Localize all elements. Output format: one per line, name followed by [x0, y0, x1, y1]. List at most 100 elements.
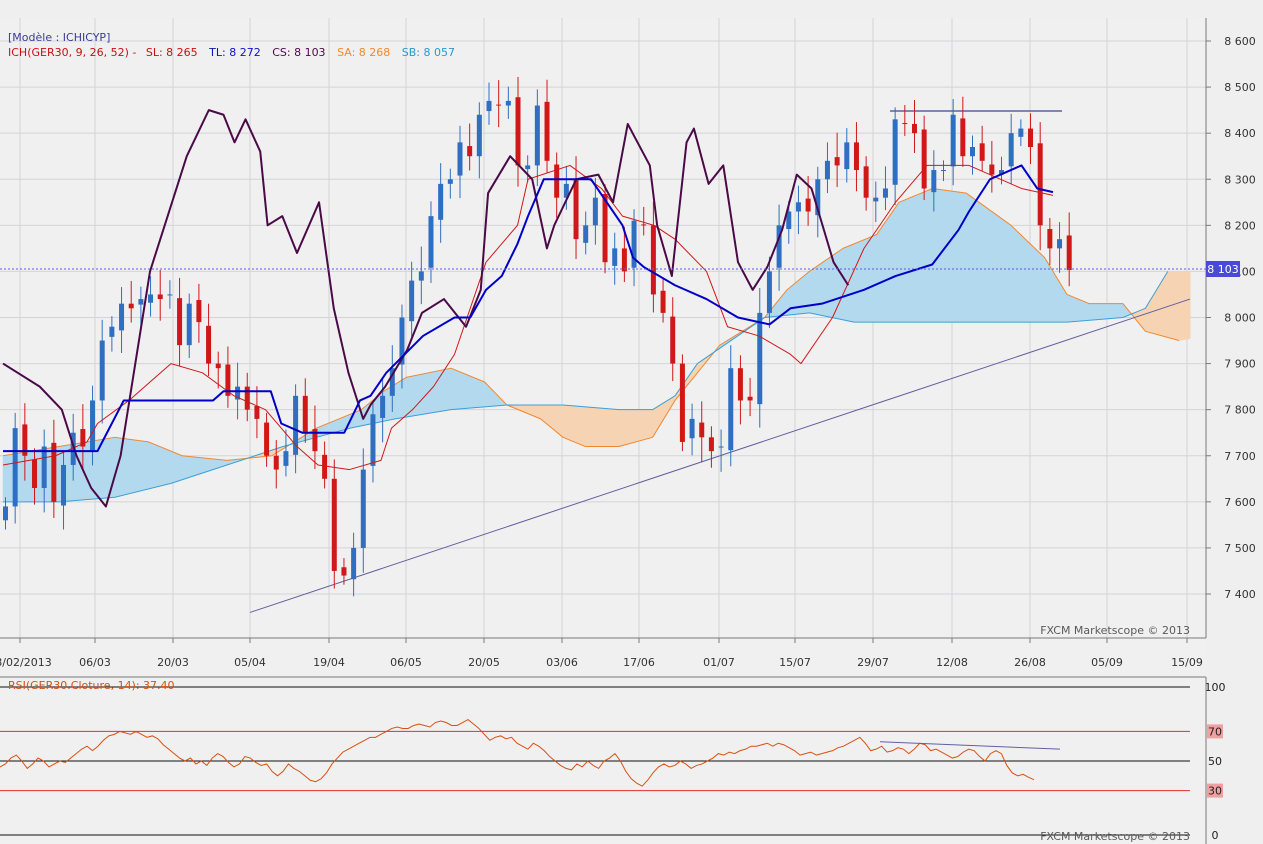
candle-body [1066, 235, 1072, 271]
candle [554, 152, 560, 218]
ich-label: ICH(GER30, 9, 26, 52) - [8, 46, 136, 59]
candle-body [757, 312, 763, 405]
y-tick-label: 7 600 [1224, 496, 1256, 509]
sl-label: SL: 8 265 [146, 46, 198, 59]
price-plot-area [0, 18, 1206, 638]
cloud-segment [36, 449, 43, 503]
candle [660, 277, 666, 323]
candle-body [476, 114, 482, 157]
candle-body [360, 469, 366, 548]
candle-body [302, 395, 308, 433]
cloud-segment [949, 190, 956, 323]
cloud-segment [943, 189, 950, 323]
cloud-segment [999, 216, 1006, 323]
candle-body [660, 290, 666, 313]
candle-body [128, 303, 134, 309]
x-tick-label: 01/07 [703, 656, 735, 669]
candle-body [882, 188, 888, 198]
candle-body [534, 105, 540, 166]
cloud-segment [848, 243, 855, 323]
cloud-segment [870, 234, 877, 323]
cloud-segment [165, 448, 172, 486]
candle [138, 286, 144, 327]
candle [283, 429, 289, 477]
price-panel[interactable] [0, 18, 1206, 638]
candle-body [70, 432, 76, 465]
candle-body [563, 183, 569, 198]
candle [989, 141, 995, 193]
candle-body [41, 446, 47, 489]
cloud-segment [148, 441, 155, 490]
cloud-segment [25, 450, 32, 503]
cloud-segment [1038, 251, 1045, 323]
cloud-segment [1173, 271, 1180, 341]
cloud-segment [1100, 303, 1107, 320]
candle-body [177, 298, 183, 346]
candle [979, 125, 985, 171]
y-tick-label: 8 400 [1224, 127, 1256, 140]
candle [312, 405, 318, 470]
candle-body [90, 400, 96, 451]
candle [99, 319, 105, 424]
candle [873, 181, 879, 223]
cloud-segment [181, 455, 189, 481]
sa-label: SA: 8 268 [337, 46, 390, 59]
candle [467, 123, 473, 171]
candle [186, 293, 192, 359]
ichimoku-legend: ICH(GER30, 9, 26, 52) - SL: 8 265 TL: 8 … [8, 46, 455, 59]
candle-body [689, 418, 695, 439]
candle-body [12, 428, 18, 507]
y-tick-label: 7 900 [1224, 358, 1256, 371]
candle-body [389, 368, 395, 396]
candle [1066, 212, 1072, 287]
candle-body [418, 271, 424, 281]
sb-label: SB: 8 057 [402, 46, 455, 59]
candle-body [766, 271, 772, 313]
span-b-line [3, 271, 1169, 503]
cloud-segment [809, 267, 816, 315]
cloud-segment [971, 196, 978, 323]
trendlines [249, 110, 1191, 613]
cloud-segment [646, 409, 653, 440]
candle-body [1018, 128, 1024, 137]
candle [670, 297, 676, 382]
candle [264, 412, 270, 467]
cloud-segment [153, 443, 161, 488]
candle-body [1028, 128, 1034, 147]
rsi-tick-label: 50 [1208, 755, 1222, 768]
cloud-segment [557, 404, 564, 438]
cloud-segment [394, 380, 401, 420]
candle-body [496, 104, 502, 106]
candle-body [631, 220, 637, 268]
candle [215, 351, 221, 389]
current-price-value: 8 103 [1207, 263, 1239, 276]
candle-body [264, 422, 270, 456]
rsi-tick-label: 0 [1212, 829, 1219, 842]
candle [1018, 119, 1024, 147]
candle-body [612, 248, 618, 266]
candle [592, 177, 598, 245]
candle-body [650, 225, 656, 295]
candle [206, 303, 212, 377]
cloud-segment [1077, 298, 1085, 322]
candle [447, 168, 453, 199]
candle-body [32, 459, 38, 489]
candle [370, 403, 376, 483]
candle [399, 304, 405, 389]
candle [525, 155, 531, 183]
candle [1008, 113, 1014, 184]
x-tick-label: 17/06 [623, 656, 655, 669]
watermark-rsi: FXCM Marketscope © 2013 [1040, 830, 1190, 843]
candle [3, 497, 8, 530]
rsi-panel[interactable]: 100 70 50 30 0 RSI(GER30.Cloture, 14): 37.40… [0, 676, 1226, 844]
cloud-segment [876, 225, 883, 323]
candle-body [1008, 133, 1014, 167]
candle-body [892, 119, 898, 185]
x-tick-label: 15/07 [779, 656, 811, 669]
candle [921, 115, 927, 200]
candle-body [99, 340, 105, 401]
candle-body [979, 143, 985, 161]
candle [737, 355, 743, 425]
candle-body [824, 160, 830, 180]
candle-body [167, 294, 173, 296]
